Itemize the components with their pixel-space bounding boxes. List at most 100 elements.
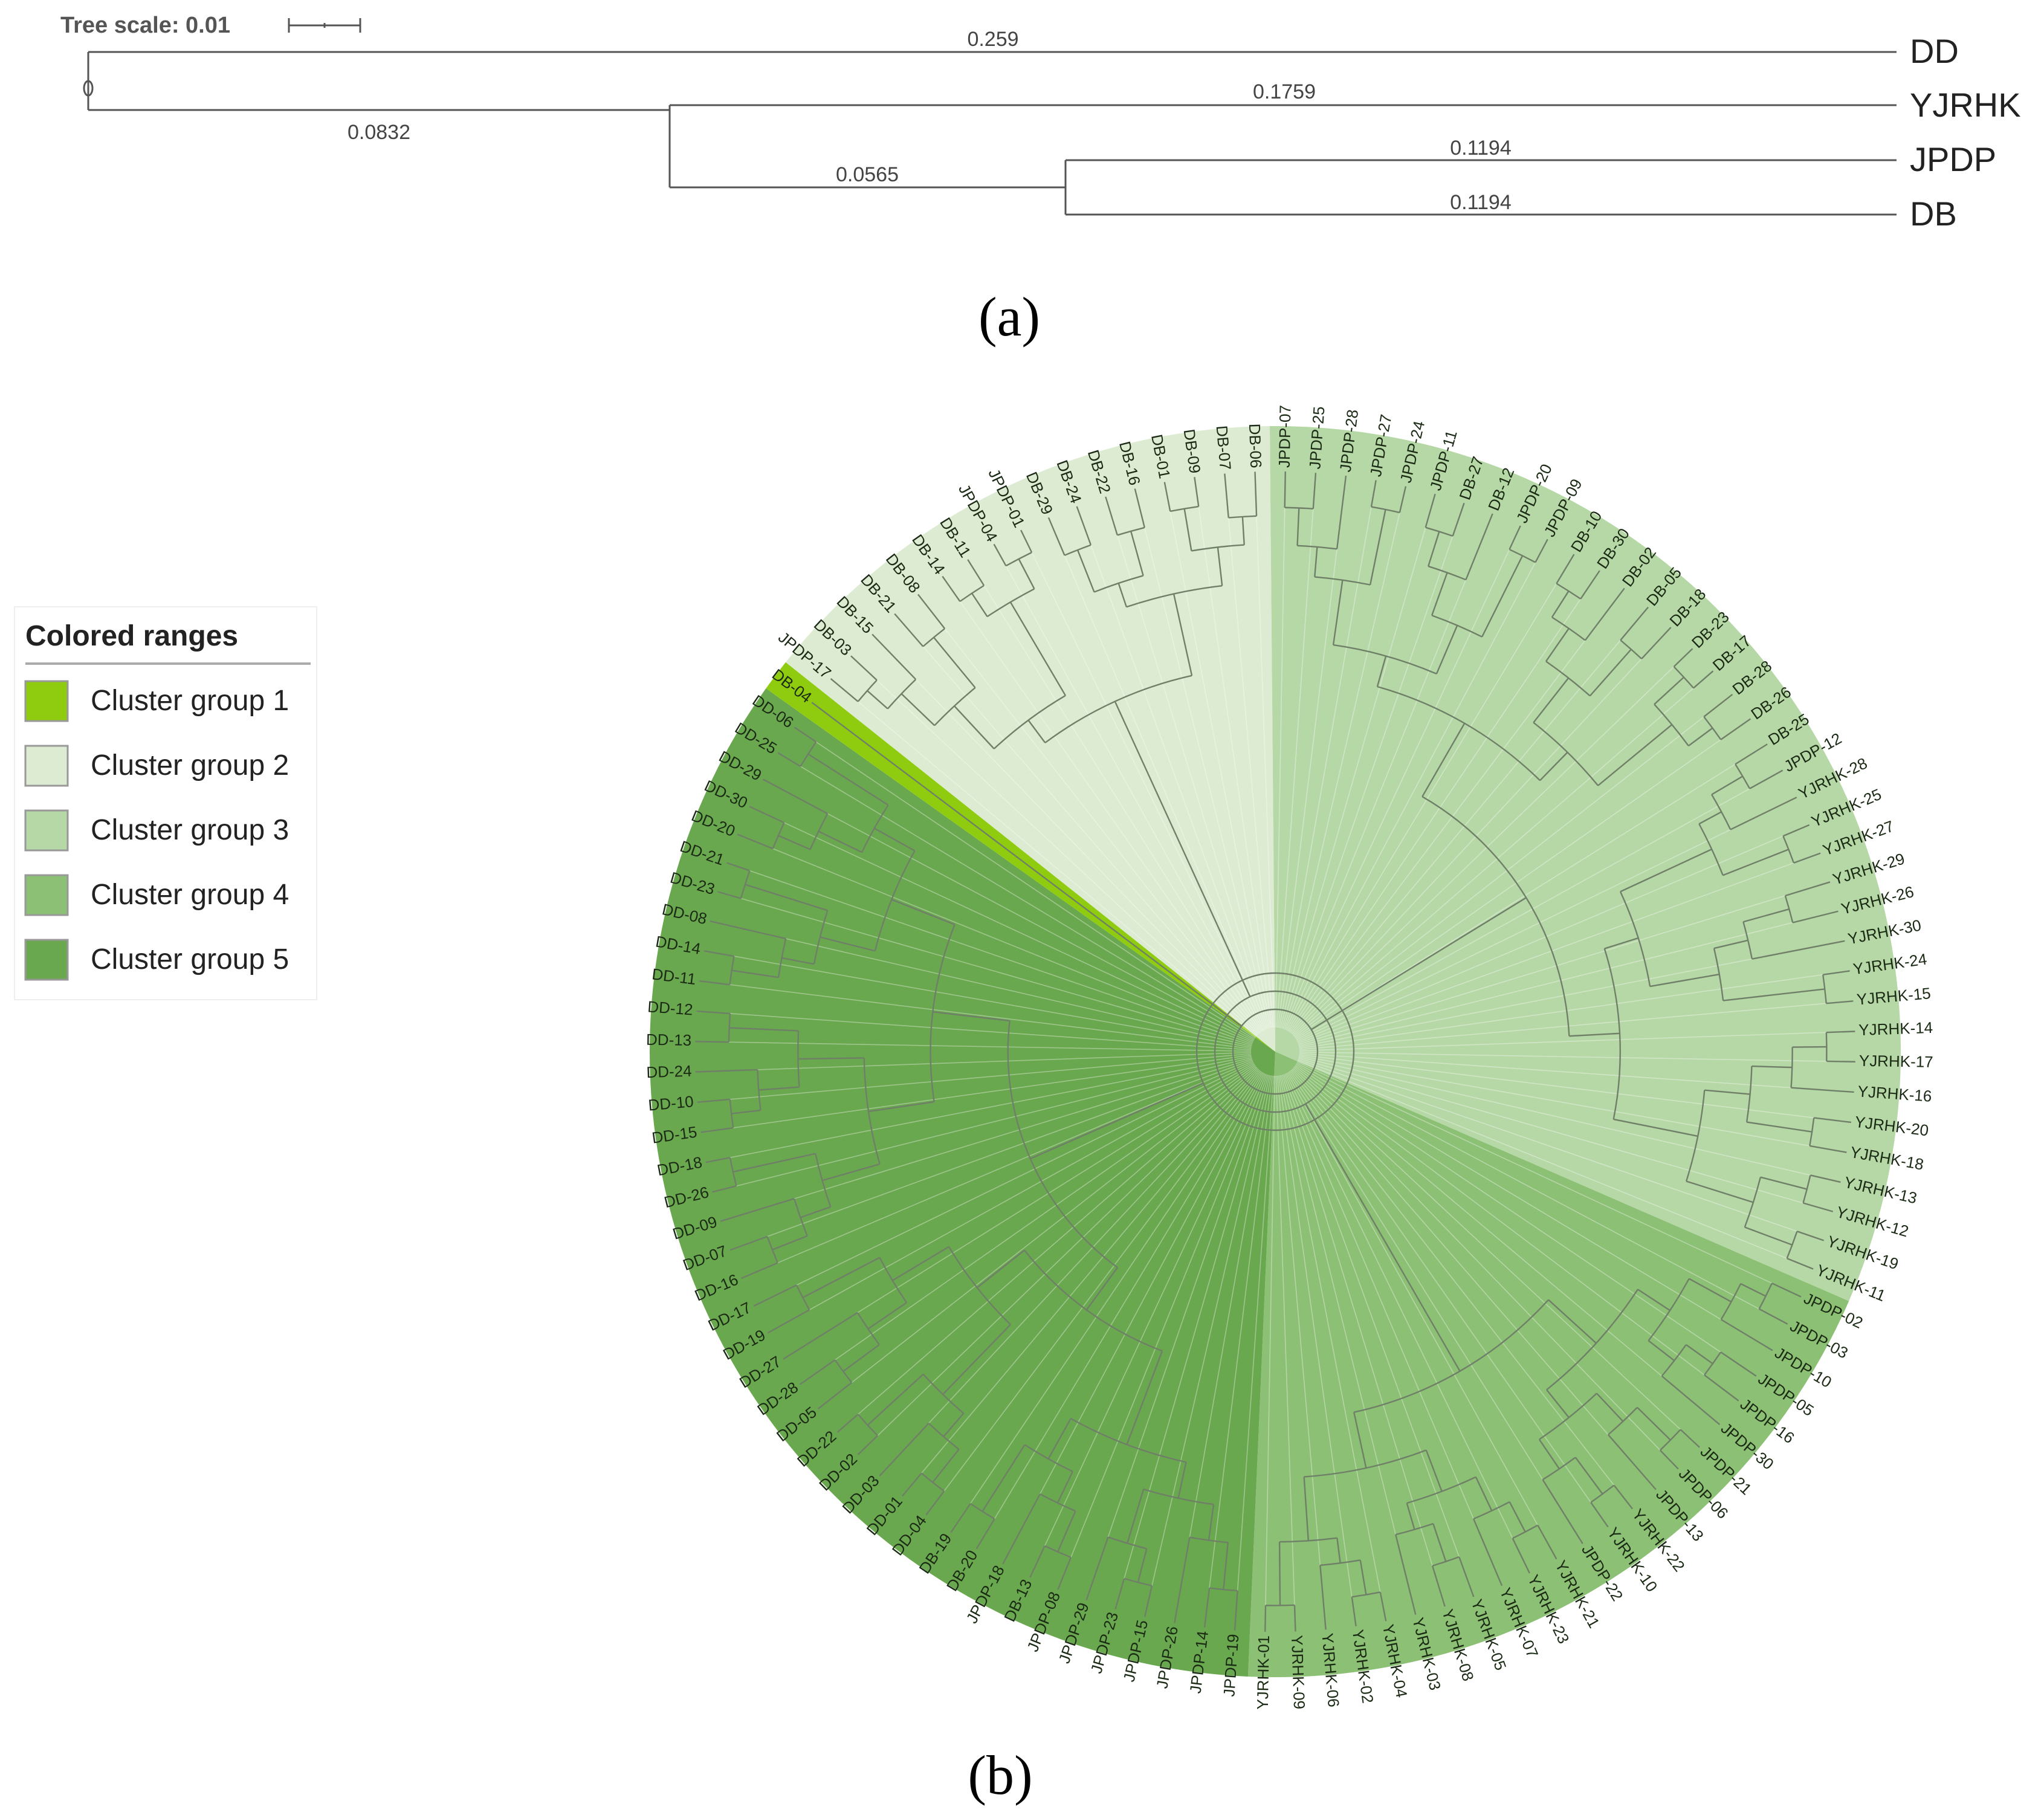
- tree-branch: [1548, 1299, 1597, 1344]
- tree-branch: [1143, 1585, 1153, 1617]
- tree-arc: [1117, 526, 1145, 536]
- tree-branch: [1597, 723, 1673, 786]
- tree-branch: [1604, 937, 1639, 949]
- tree-branch: [967, 559, 985, 586]
- tree-branch: [1661, 1375, 1721, 1425]
- tree-branch: [1613, 1484, 1633, 1510]
- tree-branch: [783, 1312, 858, 1360]
- leaf-spoke: [1285, 1073, 1530, 1574]
- tree-branch: [1637, 1289, 1670, 1312]
- tree-branch: [1284, 471, 1286, 508]
- leaf-spoke: [1280, 486, 1406, 1029]
- tree-branch: [1535, 539, 1548, 563]
- leaf-spoke: [857, 1068, 1258, 1455]
- tree-branch: [1803, 1202, 1834, 1212]
- tree-branch: [1791, 1087, 1854, 1093]
- leaf-spoke: [1234, 1075, 1275, 1631]
- leaf-spoke: [777, 752, 1255, 1040]
- leaf-spoke: [1280, 1075, 1417, 1615]
- tree-branch: [731, 969, 779, 979]
- tree-branch: [1421, 723, 1466, 797]
- leaf-spoke: [1295, 1063, 1773, 1351]
- tree-branch: [778, 835, 811, 850]
- tree-branch: [1584, 587, 1625, 641]
- leaf-spoke: [1134, 488, 1270, 1029]
- leaf-spoke: [1291, 627, 1672, 1035]
- tree-arc: [729, 1099, 734, 1128]
- leaf-spoke: [1296, 1063, 1788, 1325]
- leaf-label: JPDP-25: [1305, 406, 1328, 470]
- tree-branch: [1030, 1082, 1204, 1160]
- tree-arc: [986, 588, 1035, 618]
- tree-arc: [1539, 1393, 1597, 1440]
- tree-branch: [1760, 1176, 1808, 1190]
- leaf-spoke: [1299, 970, 1850, 1049]
- legend-item-2: Cluster group 2: [24, 745, 289, 787]
- tree-branch: [1722, 849, 1789, 876]
- tree-branch: [892, 1246, 949, 1281]
- tree-branch: [1637, 1406, 1671, 1441]
- tree-branch: [1589, 649, 1632, 697]
- tree-branch: [802, 1257, 881, 1298]
- cluster-wedge-group-5: [649, 688, 1275, 1677]
- tree-branch: [879, 1423, 930, 1477]
- leaf-spoke: [1295, 743, 1768, 1040]
- leaf-spoke: [1298, 1058, 1834, 1212]
- tree-branch: [830, 678, 859, 702]
- tree-branch: [1312, 473, 1317, 509]
- caption-b: (b): [968, 1744, 1032, 1806]
- legend-box: [14, 606, 317, 1000]
- tree-branch: [1085, 1267, 1119, 1311]
- tree-branch: [1759, 1308, 1788, 1325]
- tree-branch: [874, 827, 916, 852]
- tree-branch: [1174, 1537, 1191, 1623]
- tree-branch: [1475, 1477, 1493, 1512]
- leaf-spoke: [1298, 1059, 1824, 1241]
- tree-branch: [1172, 594, 1193, 676]
- tree-arc: [928, 1423, 960, 1450]
- tree-branch: [1130, 531, 1144, 576]
- tree-branch: [1542, 1479, 1583, 1544]
- tree-branch: [1254, 471, 1258, 516]
- tree-root-ring: [1195, 972, 1355, 1131]
- tree-branch: [1183, 508, 1192, 551]
- leaf-label: DB-07: [1213, 425, 1235, 471]
- leaf-label: YJRHK-01: [1253, 1635, 1273, 1710]
- caption-a: (a): [978, 286, 1040, 348]
- tree-branch: [850, 655, 878, 681]
- leaf-spoke: [1204, 1075, 1273, 1628]
- tree-branch: [1163, 482, 1171, 512]
- leaf-spoke: [1279, 1075, 1386, 1622]
- tree-branch: [1379, 1592, 1387, 1622]
- tree-branch: [1711, 775, 1743, 795]
- tree-branch: [1114, 701, 1251, 997]
- leaf-spoke: [1224, 473, 1274, 1028]
- leaf-label: DB-06: [1246, 423, 1266, 468]
- tree-arc: [1124, 1577, 1153, 1587]
- tree-branch: [1428, 531, 1440, 567]
- tree-branch: [1713, 939, 1748, 949]
- tree-arc: [1782, 835, 1795, 864]
- tree-branch: [817, 1382, 852, 1409]
- tree-branch: [1735, 743, 1768, 765]
- tree-arc: [1744, 1177, 1762, 1228]
- tree-branch: [1435, 625, 1458, 674]
- tree-branch: [1556, 554, 1575, 584]
- tree-arc: [1784, 895, 1794, 923]
- legend-swatch-1: [24, 680, 69, 722]
- leaf-spoke: [1293, 670, 1714, 1037]
- leaf-spoke: [1292, 1067, 1700, 1448]
- leaf-spoke: [1254, 471, 1275, 1028]
- tree-branch: [977, 1249, 1025, 1289]
- tree-branch: [740, 1262, 778, 1279]
- tree-branch: [1208, 1504, 1215, 1541]
- tree-branch: [1751, 940, 1845, 960]
- tree-branch: [1720, 718, 1751, 740]
- tree-branch: [705, 1157, 731, 1163]
- leaf-spoke: [1194, 477, 1273, 1028]
- tree-branch: [943, 1412, 965, 1437]
- tree-branch: [1406, 1503, 1415, 1530]
- tree-branch: [717, 891, 742, 899]
- leaf-spoke: [762, 778, 1255, 1041]
- tree-branch: [867, 1302, 907, 1330]
